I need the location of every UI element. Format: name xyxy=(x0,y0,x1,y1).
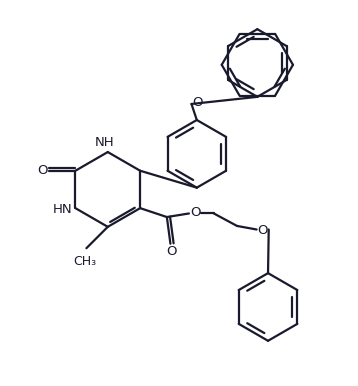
Text: NH: NH xyxy=(95,135,115,149)
Text: O: O xyxy=(37,164,48,177)
Text: O: O xyxy=(193,96,203,109)
Text: O: O xyxy=(257,224,268,237)
Text: O: O xyxy=(166,245,176,258)
Text: HN: HN xyxy=(53,203,73,217)
Text: O: O xyxy=(190,206,200,219)
Text: CH₃: CH₃ xyxy=(73,255,96,268)
